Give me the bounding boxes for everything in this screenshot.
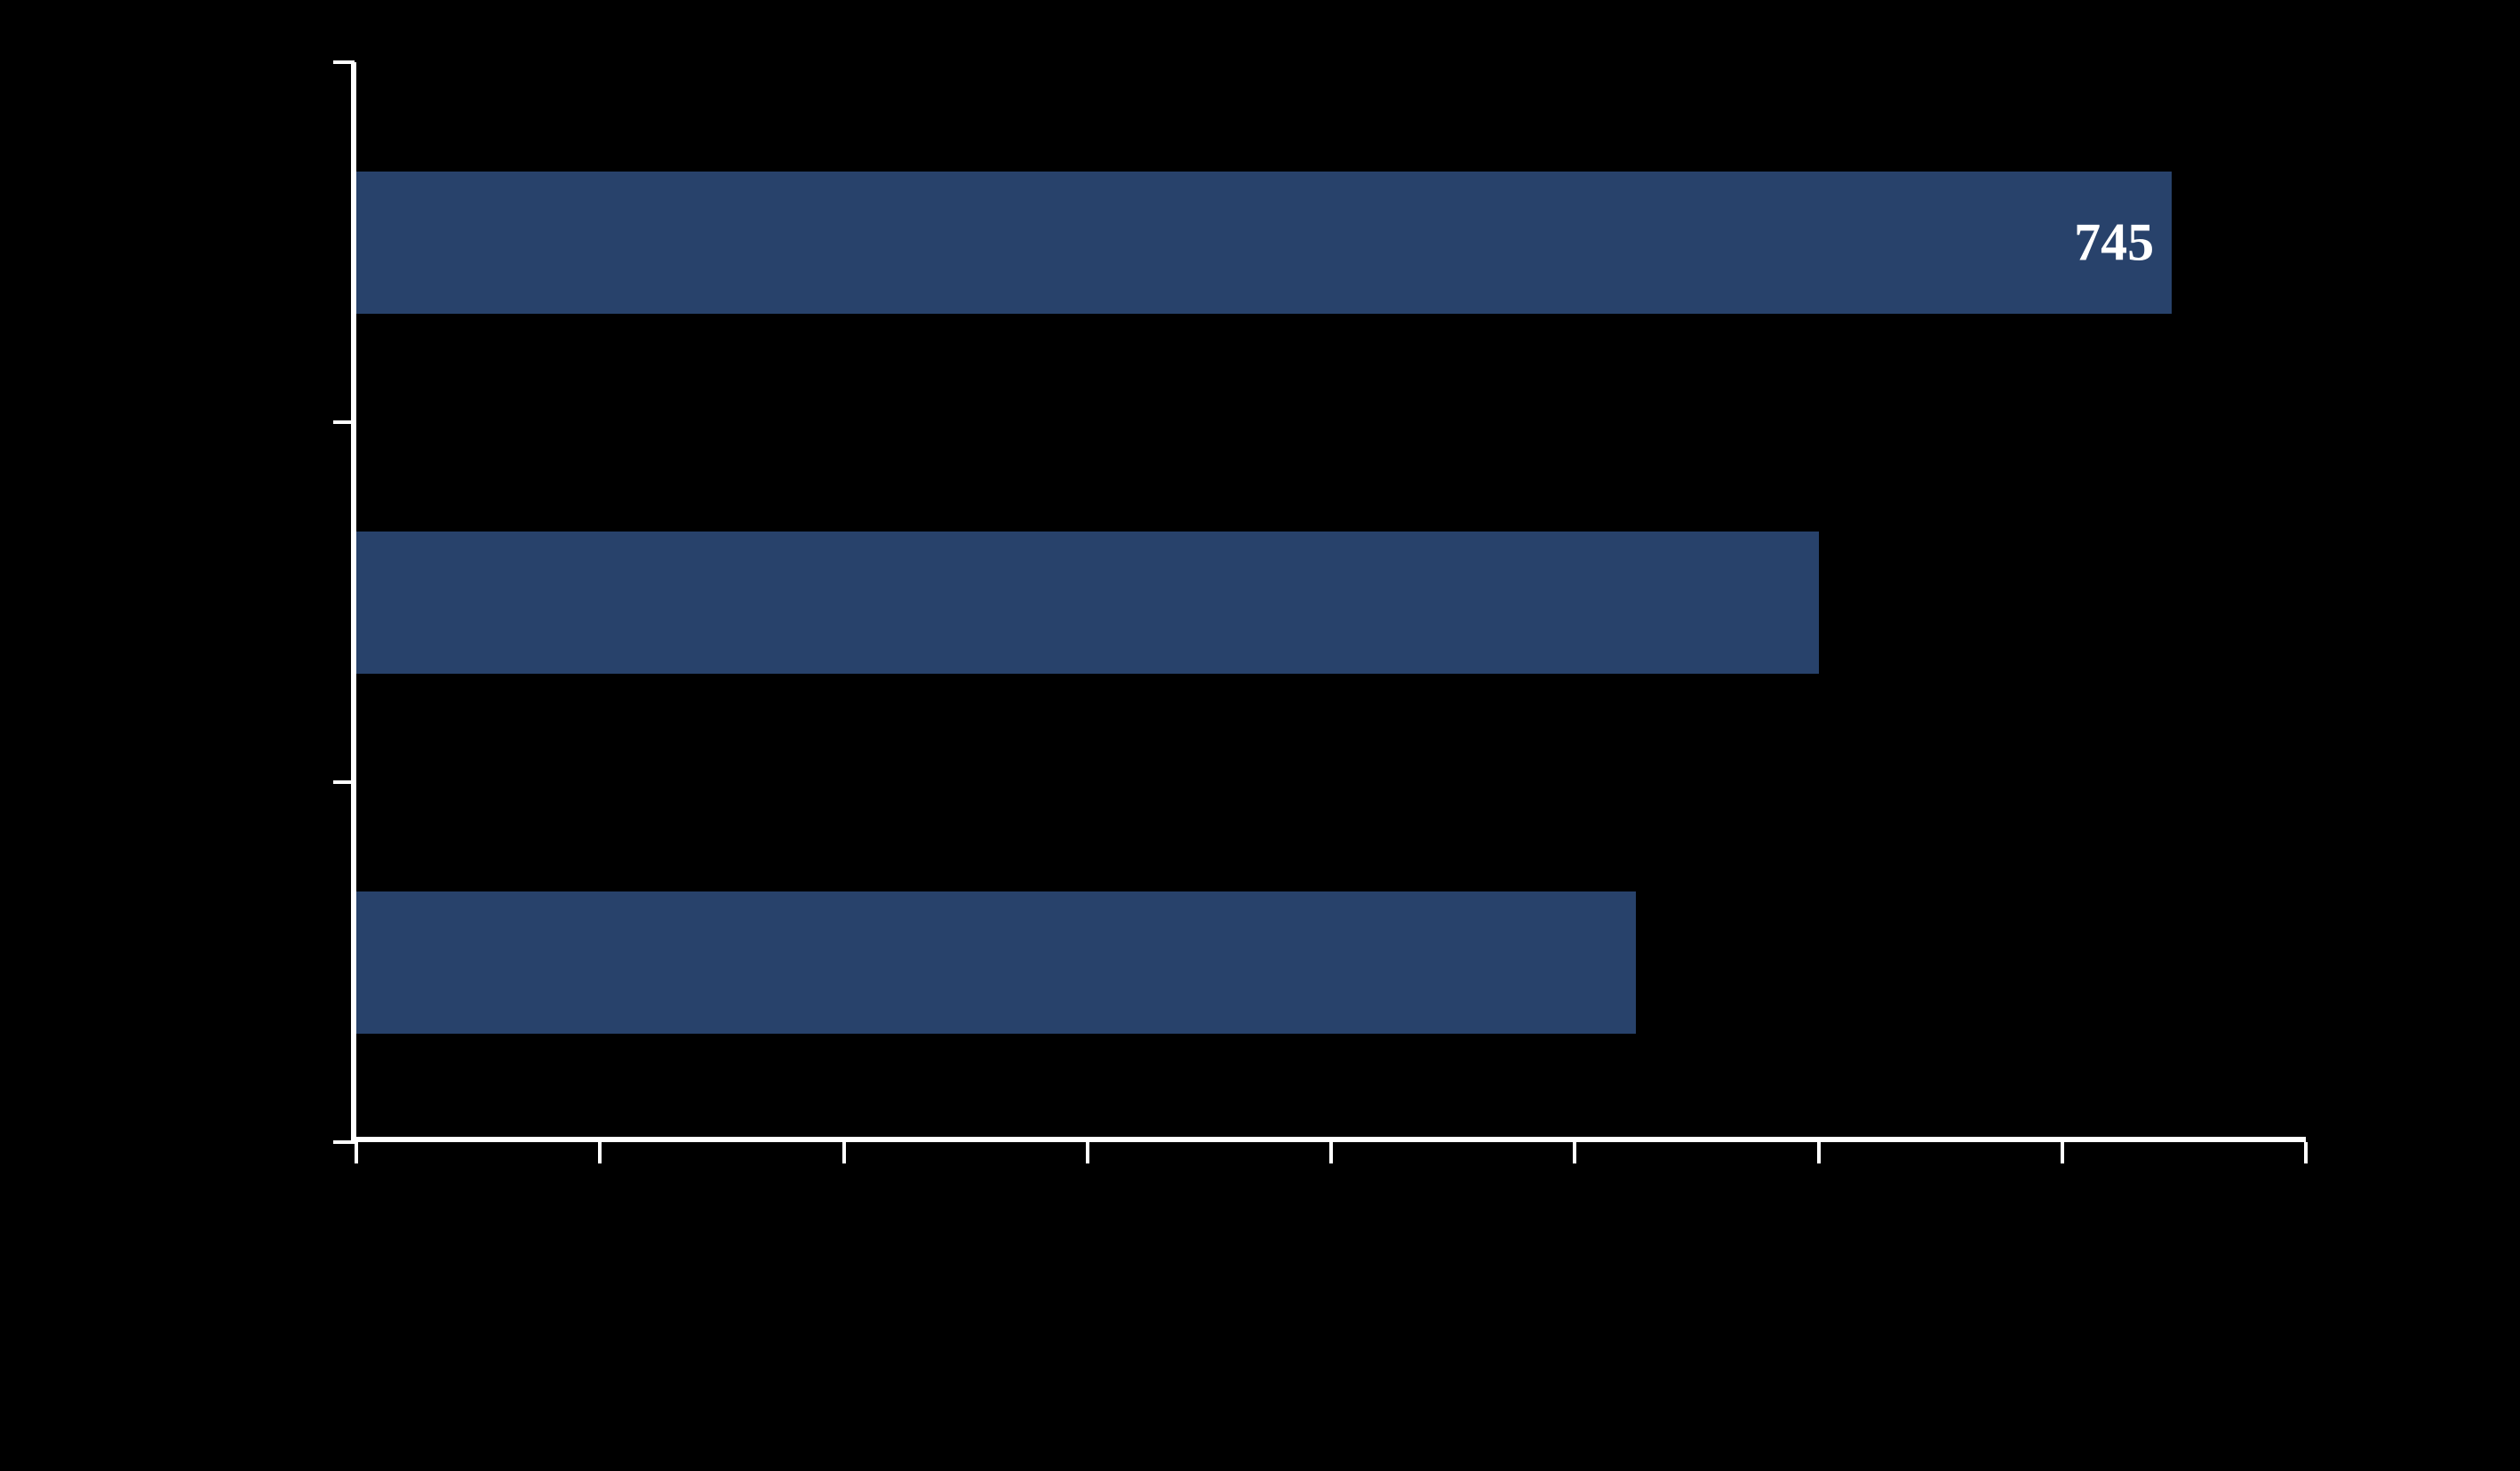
y-category-label: Facebook — [142, 216, 324, 268]
x-tick-label: 100 — [565, 1179, 634, 1231]
x-tick — [2304, 1142, 2308, 1163]
x-tick-label: 800 — [2271, 1179, 2341, 1231]
x-tick-label: 0 — [345, 1179, 368, 1231]
x-tick — [842, 1142, 846, 1163]
y-tick — [333, 1140, 355, 1144]
x-tick-label: 600 — [1784, 1179, 1854, 1231]
x-tick-label: 300 — [1053, 1179, 1122, 1231]
x-axis-title: Sold — [1290, 1244, 1366, 1293]
bar-value-label: 745 — [2074, 212, 2154, 273]
x-tick — [355, 1142, 358, 1163]
plot-area: 745 0100200300400500600700800 FacebookLi… — [351, 62, 2306, 1142]
x-tick-label: 700 — [2028, 1179, 2097, 1231]
y-category-label: YouTube — [167, 936, 324, 988]
x-axis — [351, 1137, 2306, 1142]
x-tick — [1817, 1142, 1821, 1163]
y-tick — [333, 780, 355, 784]
x-tick-label: 400 — [1296, 1179, 1366, 1231]
y-tick — [333, 420, 355, 424]
y-category-label: LinkedIn — [160, 576, 324, 628]
x-tick-label: 200 — [809, 1179, 879, 1231]
chart-container: 745 0 100 200 300 400 500 600 700 800 Facebook Li… — [0, 0, 2520, 1471]
x-tick — [1086, 1142, 1089, 1163]
x-tick — [2061, 1142, 2064, 1163]
x-tick — [1329, 1142, 1333, 1163]
bar — [356, 891, 1636, 1034]
bar: 745 — [356, 172, 2172, 314]
y-tick — [333, 60, 355, 64]
x-tick — [598, 1142, 602, 1163]
x-tick — [1573, 1142, 1576, 1163]
x-tick-label: 500 — [1540, 1179, 1609, 1231]
bar — [356, 532, 1819, 674]
